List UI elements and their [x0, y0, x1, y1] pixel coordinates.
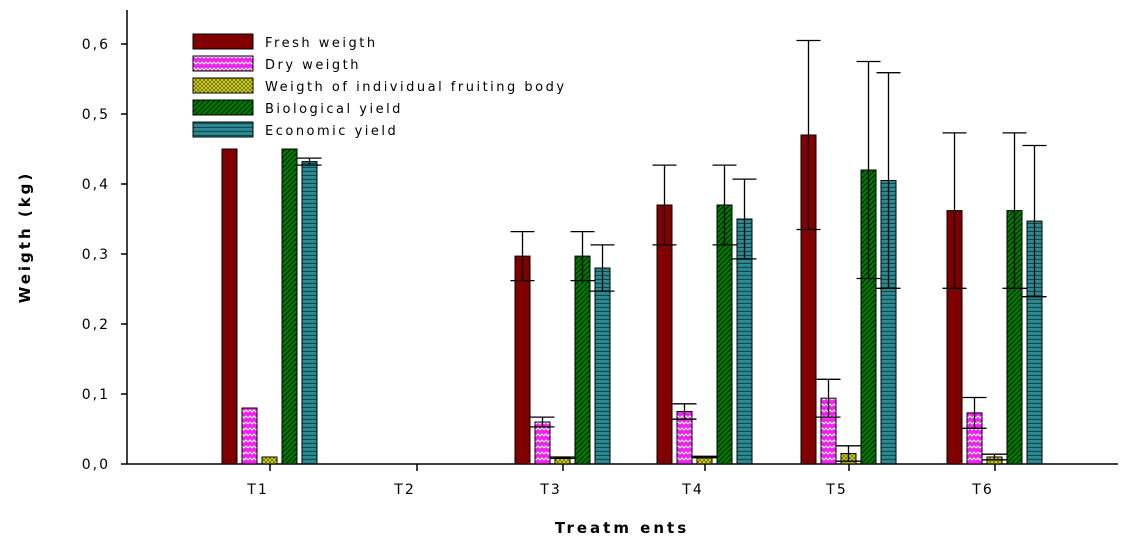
y-axis-title: Weigth (kg)	[16, 171, 34, 304]
legend-label: Weigth of individual fruiting body	[265, 80, 567, 95]
y-tick-label: 0,6	[82, 37, 110, 53]
x-tick-label: T1	[246, 482, 268, 498]
x-tick-label: T6	[971, 482, 993, 498]
bar	[534, 421, 551, 465]
legend-swatch	[192, 99, 254, 116]
bar	[241, 407, 258, 465]
bar	[261, 456, 278, 465]
legend-swatch	[192, 77, 254, 94]
x-tick-label: T4	[681, 482, 703, 498]
legend-label: Biological yield	[265, 102, 403, 117]
x-tick-label: T5	[825, 482, 847, 498]
bar	[514, 255, 531, 465]
legend-label: Economic yield	[265, 124, 398, 139]
y-tick-label: 0,2	[82, 317, 110, 333]
legend-label: Dry weigth	[265, 58, 361, 73]
legend-swatch	[192, 33, 254, 50]
bar	[301, 161, 318, 465]
legend-swatch	[192, 121, 254, 138]
y-tick-label: 0,1	[82, 387, 110, 403]
y-tick-label: 0,3	[82, 247, 110, 263]
legend-swatch	[192, 55, 254, 72]
bar	[574, 255, 591, 465]
x-tick-label: T3	[539, 482, 561, 498]
legend-label: Fresh weigth	[265, 36, 378, 51]
x-tick-label: T2	[393, 482, 415, 498]
legend: Fresh weigth Dry weigth Weigth of individu…	[192, 33, 567, 139]
y-tick-label: 0,4	[82, 177, 110, 193]
bar	[221, 148, 238, 465]
x-axis-title: Treatm ents	[555, 519, 689, 537]
bar	[281, 148, 298, 465]
y-tick-label: 0,0	[82, 457, 110, 473]
bar	[594, 267, 611, 465]
y-tick-label: 0,5	[82, 107, 110, 123]
